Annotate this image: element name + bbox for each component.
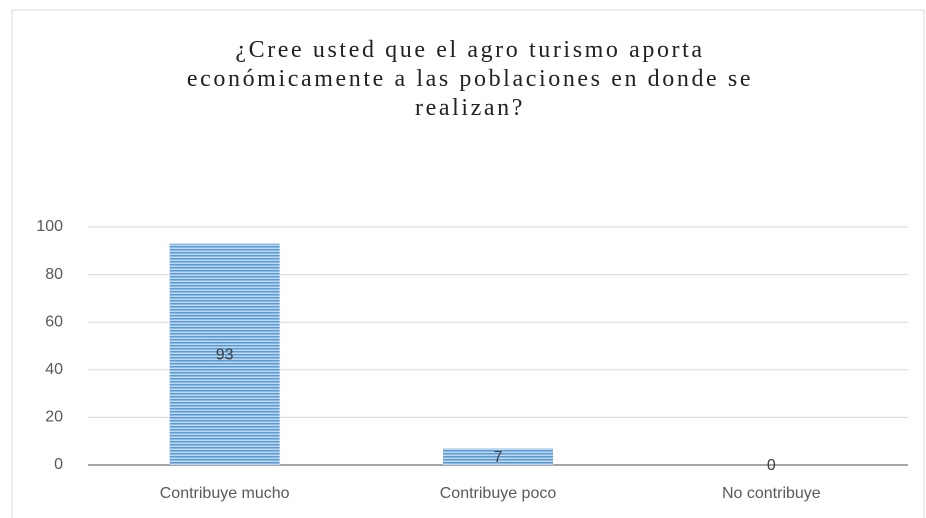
data-label: 0	[767, 457, 776, 474]
y-tick-label: 60	[45, 313, 63, 330]
x-tick-label: Contribuye poco	[440, 485, 557, 502]
y-tick-label: 100	[36, 218, 63, 235]
x-tick-label: No contribuye	[722, 485, 821, 502]
chart-title: ¿Cree usted que el agro turismo aporta e…	[186, 37, 754, 121]
x-tick-label: Contribuye mucho	[160, 485, 290, 502]
bar	[169, 243, 280, 465]
data-label: 93	[216, 347, 234, 364]
y-tick-label: 20	[45, 409, 63, 426]
y-tick-label: 40	[45, 361, 63, 378]
y-tick-label: 80	[45, 266, 63, 283]
chart-frame	[11, 9, 925, 518]
data-label: 7	[494, 449, 503, 466]
y-tick-label: 0	[54, 456, 63, 473]
bar	[443, 448, 553, 465]
